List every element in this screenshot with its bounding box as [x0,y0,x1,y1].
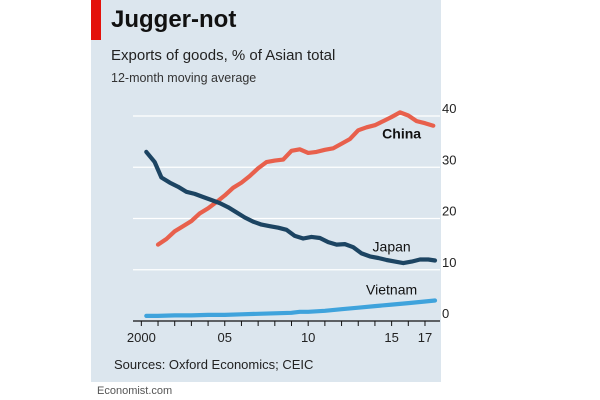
x-axis: 2000 05 10 15 17 [127,321,432,345]
chart-subtitle: Exports of goods, % of Asian total [111,47,336,64]
y-tick-label: 0 [442,306,449,321]
y-tick-label: 30 [442,152,456,167]
source-note: Sources: Oxford Economics; CEIC [114,357,314,372]
china-line [155,110,436,247]
vietnam-label: Vietnam [366,282,417,298]
series-labels: China Japan Vietnam [366,125,421,297]
japan-label: Japan [373,239,411,255]
credit-note: Economist.com [97,385,173,397]
chart-panel [91,0,441,382]
y-tick-label: 20 [442,204,456,219]
gridlines: 0 10 20 30 40 [133,101,456,322]
brand-tag [91,0,101,40]
chart-note: 12-month moving average [111,71,257,85]
x-tick-label: 17 [418,330,432,345]
y-tick-label: 40 [442,101,456,116]
series-lines [144,110,438,318]
china-label: China [382,125,421,141]
x-tick-label: 05 [218,330,232,345]
x-tick-label: 10 [301,330,315,345]
vietnam-line [144,298,438,318]
chart-title: Jugger-not [111,6,237,33]
y-tick-label: 10 [442,255,456,270]
x-tick-label: 2000 [127,330,156,345]
japan-line [144,149,438,266]
x-tick-label: 15 [384,330,398,345]
